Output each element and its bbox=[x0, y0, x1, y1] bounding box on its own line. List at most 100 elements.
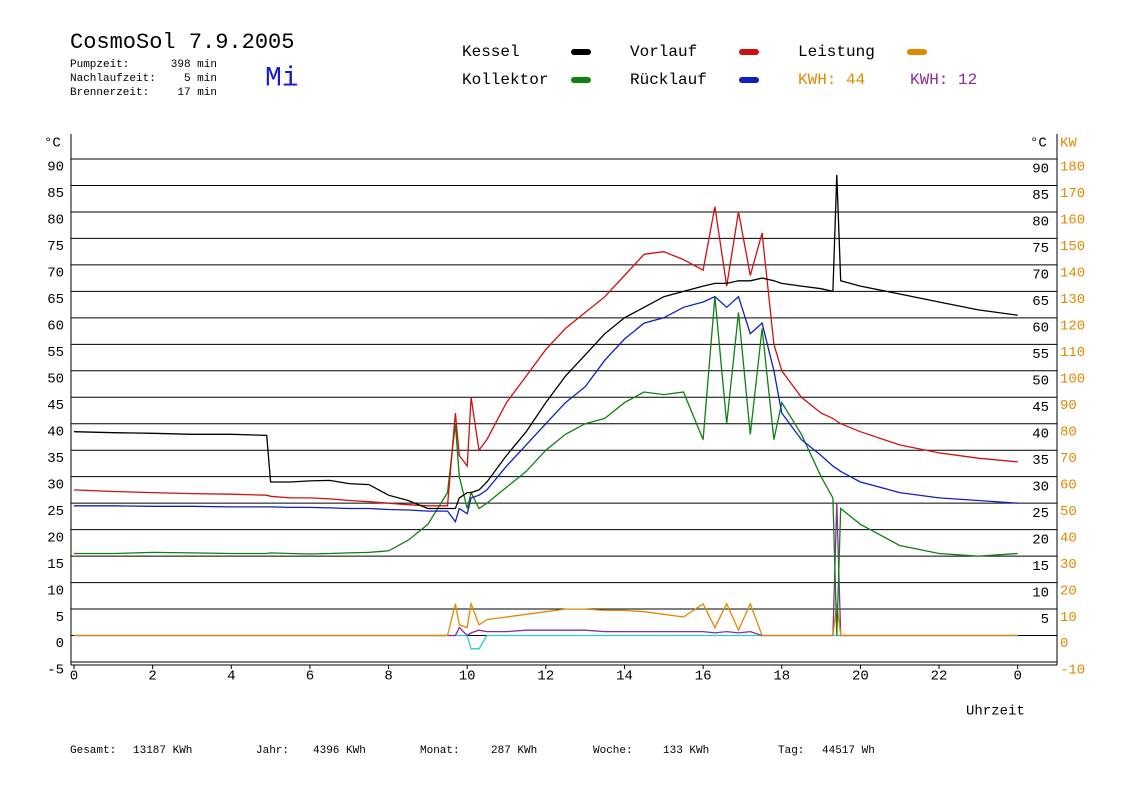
y-right-tick-label: 5 bbox=[1041, 612, 1049, 628]
y-right-tick-label: 75 bbox=[1032, 241, 1049, 257]
y2-axis-label: KW bbox=[1060, 136, 1077, 152]
y2-tick-label: 50 bbox=[1060, 504, 1077, 520]
y-tick-label: 5 bbox=[56, 610, 64, 626]
y2-tick-label: 30 bbox=[1060, 557, 1077, 573]
legend-label: Kessel bbox=[462, 43, 520, 61]
y-tick-label: 25 bbox=[47, 504, 64, 520]
y2-axis-temp-label: °C bbox=[1030, 136, 1047, 152]
y2-tick-label: 90 bbox=[1060, 398, 1077, 414]
y-right-tick-label: 35 bbox=[1032, 453, 1049, 469]
y-right-tick-label: 45 bbox=[1032, 400, 1049, 416]
x-tick-label: 16 bbox=[695, 669, 712, 685]
y-right-tick-label: 50 bbox=[1032, 373, 1049, 389]
y2-tick-label: 70 bbox=[1060, 451, 1077, 467]
y2-tick-label: 10 bbox=[1060, 610, 1077, 626]
footer-label: Woche: bbox=[593, 745, 633, 757]
series-line bbox=[74, 295, 1018, 524]
y2-tick-label: 170 bbox=[1060, 186, 1085, 202]
y-tick-label: 55 bbox=[47, 345, 64, 361]
x-tick-label: 6 bbox=[306, 669, 314, 685]
y2-tick-label: 120 bbox=[1060, 319, 1085, 335]
y-right-tick-label: 90 bbox=[1032, 162, 1049, 178]
y2-tick-label: -10 bbox=[1060, 663, 1085, 679]
y-tick-label: 15 bbox=[47, 557, 64, 573]
y-tick-label: 80 bbox=[47, 213, 64, 229]
legend-label: Vorlauf bbox=[630, 43, 697, 61]
y2-tick-label: 130 bbox=[1060, 292, 1085, 308]
y-right-tick-label: 70 bbox=[1032, 268, 1049, 284]
y2-tick-label: 110 bbox=[1060, 345, 1085, 361]
y-tick-label: 90 bbox=[47, 160, 64, 176]
y-tick-label: 30 bbox=[47, 477, 64, 493]
footer-value: 13187 KWh bbox=[133, 745, 192, 757]
footer-value: 44517 Wh bbox=[822, 745, 875, 757]
y-right-tick-label: 10 bbox=[1032, 585, 1049, 601]
y-tick-label: 60 bbox=[47, 319, 64, 335]
y-right-tick-label: 85 bbox=[1032, 188, 1049, 204]
x-axis-label: Uhrzeit bbox=[966, 704, 1025, 720]
y2-tick-label: 100 bbox=[1060, 371, 1085, 387]
x-tick-label: 4 bbox=[227, 669, 235, 685]
y-tick-label: 75 bbox=[47, 239, 64, 255]
y2-tick-label: 160 bbox=[1060, 213, 1085, 229]
series-line bbox=[73, 206, 1018, 507]
footer-label: Monat: bbox=[420, 745, 460, 757]
y-tick-label: 70 bbox=[47, 266, 64, 282]
x-tick-label: 20 bbox=[852, 669, 869, 685]
x-tick-label: 12 bbox=[537, 669, 554, 685]
y-tick-label: 85 bbox=[47, 186, 64, 202]
series-line bbox=[74, 601, 1018, 637]
series-line bbox=[73, 174, 1018, 510]
x-tick-label: 10 bbox=[459, 669, 476, 685]
y-right-tick-label: 55 bbox=[1032, 347, 1049, 363]
footer-label: Jahr: bbox=[256, 745, 289, 757]
x-tick-label: 22 bbox=[931, 669, 948, 685]
y-tick-label: -5 bbox=[47, 663, 64, 679]
x-tick-label: 14 bbox=[616, 669, 633, 685]
footer-label: Gesamt: bbox=[70, 745, 116, 757]
y-tick-label: 20 bbox=[47, 530, 64, 546]
legend-label: Rücklauf bbox=[630, 71, 707, 89]
series-line bbox=[74, 503, 1018, 637]
y-tick-label: 45 bbox=[47, 398, 64, 414]
stat-value: 5 min bbox=[184, 73, 217, 85]
legend-label: Leistung bbox=[798, 43, 875, 61]
footer-value: 133 KWh bbox=[663, 745, 709, 757]
kwh-label: KWH: 44 bbox=[798, 71, 865, 89]
footer-label: Tag: bbox=[778, 745, 804, 757]
y-tick-label: 0 bbox=[56, 636, 64, 652]
stat-value: 398 min bbox=[171, 59, 217, 71]
y2-tick-label: 150 bbox=[1060, 239, 1085, 255]
y2-tick-label: 80 bbox=[1060, 424, 1077, 440]
y-right-tick-label: 60 bbox=[1032, 321, 1049, 337]
y-axis-label: °C bbox=[44, 136, 61, 152]
legend-label: Kollektor bbox=[462, 71, 548, 89]
stat-label: Brennerzeit: bbox=[70, 87, 149, 99]
y2-tick-label: 140 bbox=[1060, 266, 1085, 282]
y-tick-label: 50 bbox=[47, 371, 64, 387]
y-right-tick-label: 15 bbox=[1032, 559, 1049, 575]
x-tick-label: 2 bbox=[148, 669, 156, 685]
y2-tick-label: 0 bbox=[1060, 636, 1068, 652]
y-right-tick-label: 30 bbox=[1032, 479, 1049, 495]
series-line bbox=[74, 634, 1018, 650]
y-tick-label: 35 bbox=[47, 451, 64, 467]
kwh-label: KWH: 12 bbox=[910, 71, 977, 89]
x-tick-label: 18 bbox=[773, 669, 790, 685]
series-line bbox=[74, 296, 1018, 636]
chart-title: CosmoSol 7.9.2005 bbox=[70, 30, 294, 55]
y2-tick-label: 60 bbox=[1060, 477, 1077, 493]
footer-value: 287 KWh bbox=[491, 745, 537, 757]
y-right-tick-label: 20 bbox=[1032, 532, 1049, 548]
y-tick-label: 10 bbox=[47, 583, 64, 599]
y-right-tick-label: 80 bbox=[1032, 215, 1049, 231]
stat-label: Nachlaufzeit: bbox=[70, 73, 156, 85]
y-right-tick-label: 40 bbox=[1032, 426, 1049, 442]
weekday: Mi bbox=[265, 63, 299, 94]
x-tick-label: 0 bbox=[1013, 669, 1021, 685]
x-tick-label: 8 bbox=[384, 669, 392, 685]
y-tick-label: 40 bbox=[47, 424, 64, 440]
y2-tick-label: 40 bbox=[1060, 530, 1077, 546]
stat-value: 17 min bbox=[177, 87, 217, 99]
